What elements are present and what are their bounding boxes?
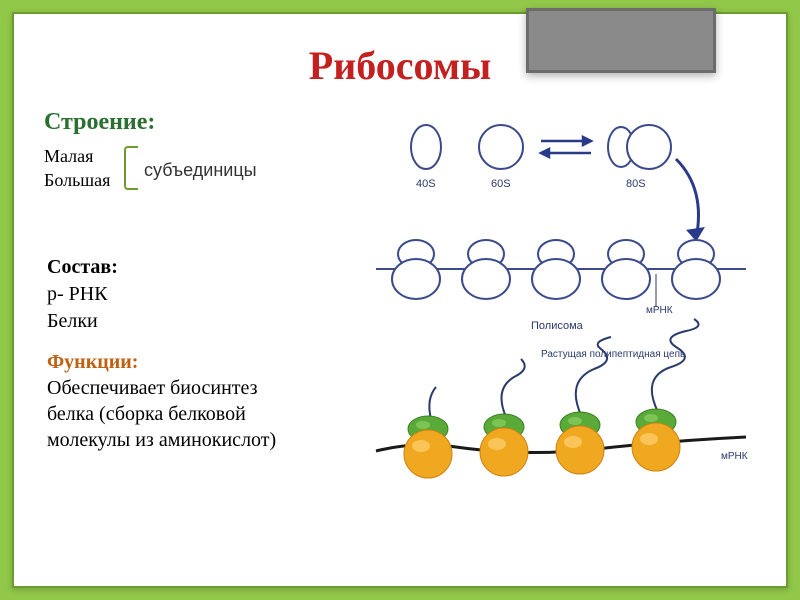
subunit-40s: 40S xyxy=(411,125,441,190)
label-80s: 80S xyxy=(626,178,646,190)
functions-line3: молекулы из аминокислот) xyxy=(47,427,367,453)
label-60s: 60S xyxy=(491,178,511,190)
colored-ribosome xyxy=(404,416,452,478)
structure-item-large: Большая xyxy=(44,168,155,192)
subunit-60s: 60S xyxy=(479,125,523,190)
composition-item-rna: р- РНК xyxy=(47,281,118,308)
structure-list: Малая Большая субъединицы xyxy=(44,144,155,193)
diagram-area: 40S 60S 80S xyxy=(366,109,756,509)
bracket-icon xyxy=(124,146,138,190)
structure-item-small: Малая xyxy=(44,144,155,168)
slide-frame: Рибосомы Строение: Малая Большая субъеди… xyxy=(12,12,788,588)
colored-ribosome xyxy=(480,414,528,476)
title-text: Рибосомы xyxy=(309,43,491,88)
functions-line1: Обеспечивает биосинтез xyxy=(47,375,367,401)
ribosome-diagram-svg: 40S 60S 80S xyxy=(366,109,756,509)
double-arrow-icon xyxy=(541,137,591,157)
composition-heading: Состав: xyxy=(47,254,118,281)
structure-heading: Строение: xyxy=(44,109,155,136)
polysome-row: мРНК Полисома xyxy=(376,240,746,332)
subunit-80s: 80S xyxy=(608,125,671,190)
page-title: Рибосомы xyxy=(14,42,786,89)
growing-chain-label: Растущая полипептидная цепь xyxy=(541,349,685,360)
polysome-label: Полисома xyxy=(531,320,584,332)
functions-line2: белка (сборка белковой xyxy=(47,401,367,427)
subunits-label: субъединицы xyxy=(144,158,257,182)
mrna-label-2: мРНК xyxy=(721,451,748,462)
mrna-label-1: мРНК xyxy=(646,305,673,316)
functions-heading: Функции: xyxy=(47,349,367,375)
structure-section: Строение: Малая Большая субъединицы xyxy=(44,109,155,193)
arrow-to-polysome-icon xyxy=(676,159,702,239)
functions-section: Функции: Обеспечивает биосинтез белка (с… xyxy=(47,349,367,453)
composition-item-protein: Белки xyxy=(47,308,118,335)
colored-ribosome xyxy=(556,412,604,474)
translation-row: мРНК xyxy=(376,319,748,478)
composition-section: Состав: р- РНК Белки xyxy=(47,254,118,335)
label-40s: 40S xyxy=(416,178,436,190)
colored-ribosome xyxy=(632,409,680,471)
